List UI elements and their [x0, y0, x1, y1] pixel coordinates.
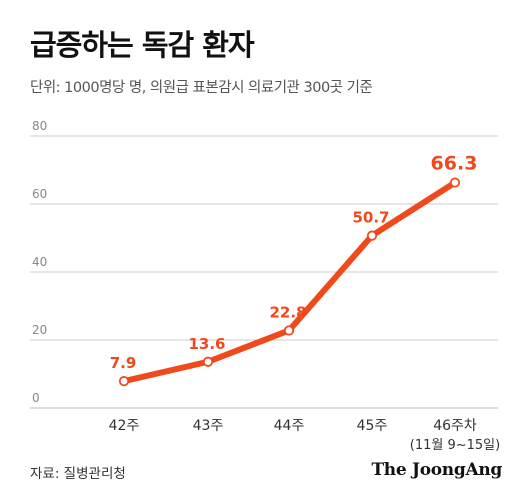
data-point [283, 325, 295, 336]
data-label: 66.3 [431, 153, 478, 175]
source-note: 자료: 질병관리청 [30, 466, 126, 482]
data-label: 7.9 [110, 354, 137, 372]
x-tick-label: 45주 [357, 418, 388, 434]
publisher-logo: The JoongAng [371, 460, 502, 480]
data-label: 50.7 [352, 209, 389, 227]
data-point [118, 376, 130, 387]
x-tick-label: 43주 [193, 418, 224, 434]
series-line [121, 179, 458, 385]
data-point [449, 177, 461, 188]
data-point [366, 230, 378, 241]
y-tick-label: 40 [32, 255, 47, 269]
chart-subtitle: 단위: 1000명당 명, 의원급 표본감시 의료기관 300곳 기준 [30, 80, 373, 96]
chart-title: 급증하는 독감 환자 [30, 28, 255, 62]
y-tick-label: 0 [32, 391, 40, 405]
data-label: 13.6 [188, 335, 225, 353]
x-tick-label: 44주 [274, 418, 305, 434]
x-tick-label: 42주 [109, 418, 140, 434]
x-tick-sublabel: (11월 9~15일) [410, 438, 500, 453]
data-point [202, 356, 214, 367]
y-tick-label: 80 [32, 119, 47, 133]
data-label: 22.8 [269, 303, 306, 321]
x-tick-label: 46주차 [433, 418, 477, 434]
y-tick-label: 20 [32, 323, 47, 337]
y-tick-label: 60 [32, 187, 47, 201]
